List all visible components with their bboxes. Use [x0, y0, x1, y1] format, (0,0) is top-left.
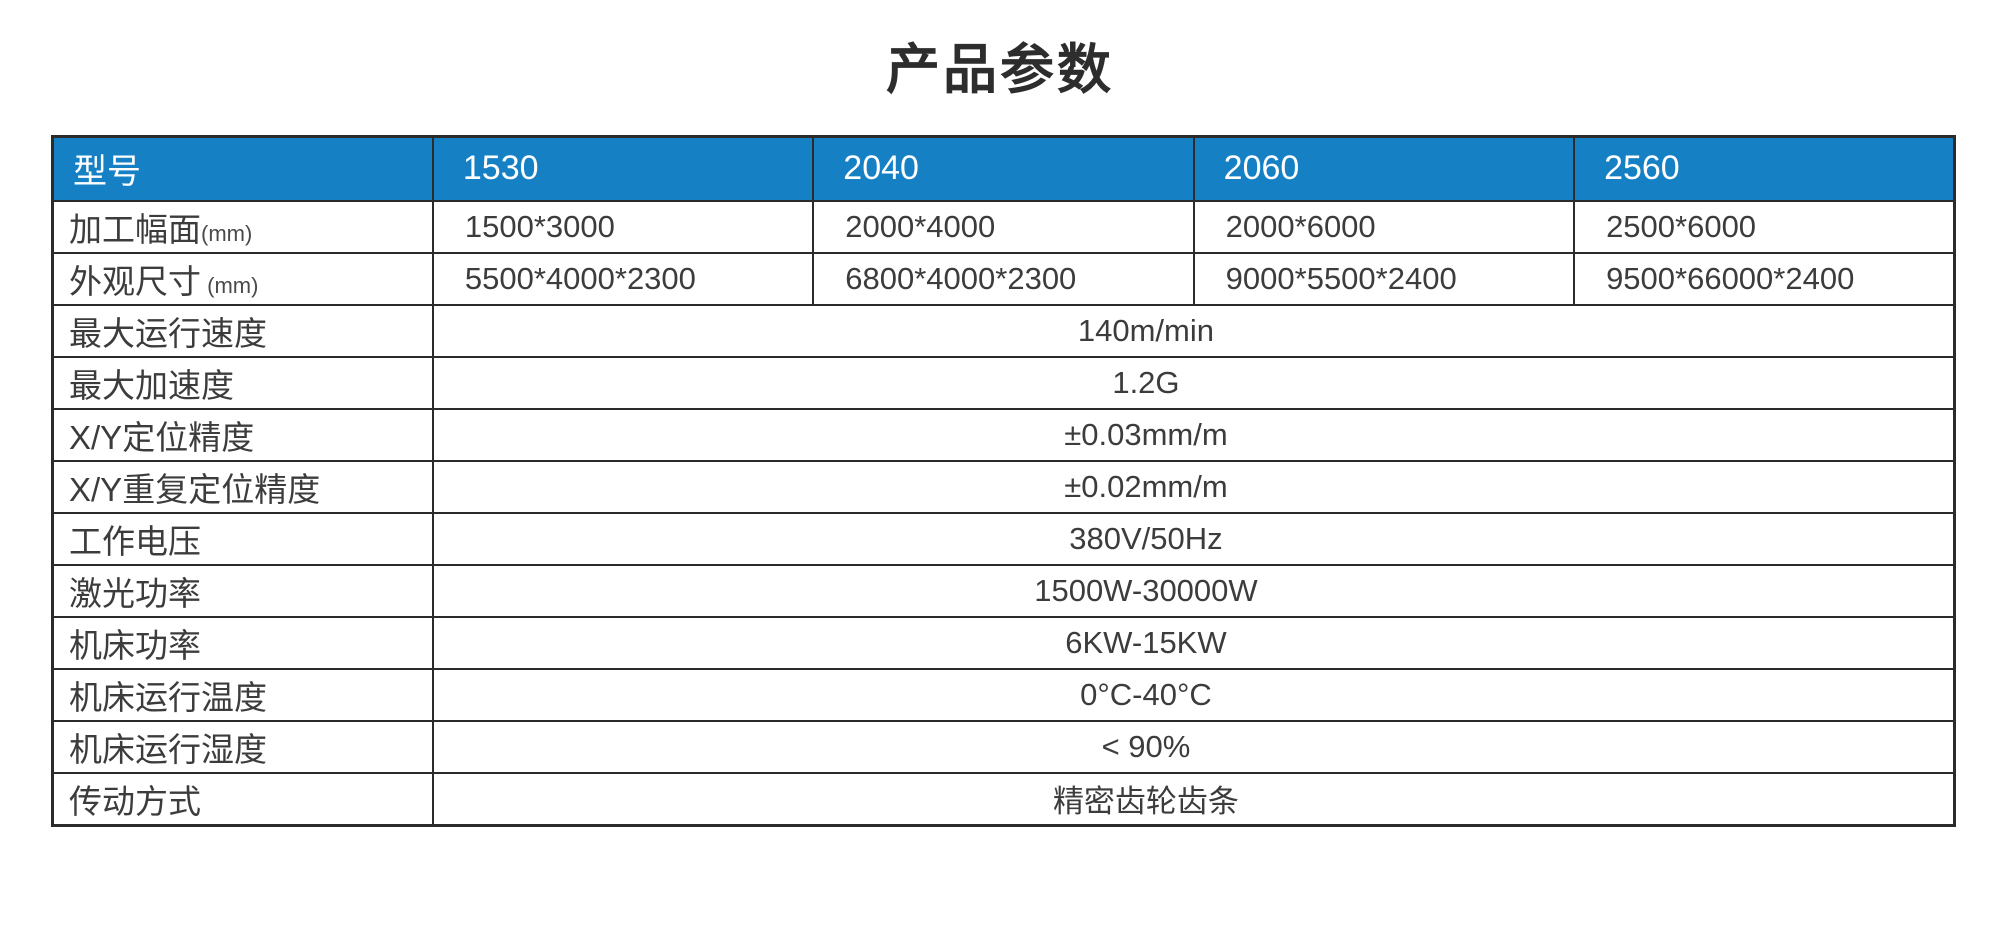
cell-dimensions-1530: 5500*4000*2300	[431, 251, 815, 306]
table-row-max-acceleration: 最大加速度 1.2G	[51, 355, 1956, 410]
product-spec-table: 型号 1530 2040 2060 2560 加工幅面(mm) 1500*300…	[51, 135, 1956, 827]
cell-max-speed-value: 140m/min	[431, 303, 1956, 358]
cell-working-area-2040: 2000*4000	[812, 199, 1195, 254]
cell-dimensions-2060: 9000*5500*2400	[1192, 251, 1576, 306]
cell-max-acceleration-value: 1.2G	[431, 355, 1956, 410]
header-cell-model-2560: 2560	[1573, 135, 1956, 202]
table-row-operating-humidity: 机床运行湿度 < 90%	[51, 719, 1956, 774]
table-row-voltage: 工作电压 380V/50Hz	[51, 511, 1956, 566]
cell-laser-power-value: 1500W-30000W	[431, 563, 1956, 618]
row-label-positioning-accuracy: X/Y定位精度	[51, 407, 434, 462]
header-cell-model-2060: 2060	[1192, 135, 1576, 202]
row-label-unit: (mm)	[201, 272, 259, 298]
row-label-max-speed: 最大运行速度	[51, 303, 434, 358]
row-label-machine-power: 机床功率	[51, 615, 434, 670]
cell-dimensions-2560: 9500*66000*2400	[1573, 251, 1956, 306]
cell-transmission-value: 精密齿轮齿条	[431, 771, 1956, 826]
header-cell-model-1530: 1530	[431, 135, 815, 202]
cell-positioning-accuracy-value: ±0.03mm/m	[431, 407, 1956, 462]
spec-table-container: 型号 1530 2040 2060 2560 加工幅面(mm) 1500*300…	[51, 135, 1956, 827]
cell-working-area-2060: 2000*6000	[1192, 199, 1576, 254]
table-row-operating-temperature: 机床运行温度 0°C-40°C	[51, 667, 1956, 722]
row-label-operating-temperature: 机床运行温度	[51, 667, 434, 722]
row-label-text: 外观尺寸	[69, 262, 201, 300]
row-label-voltage: 工作电压	[51, 511, 434, 566]
table-header-row: 型号 1530 2040 2060 2560	[51, 135, 1956, 202]
table-row-dimensions: 外观尺寸 (mm) 5500*4000*2300 6800*4000*2300 …	[51, 251, 1956, 306]
cell-voltage-value: 380V/50Hz	[431, 511, 1956, 566]
row-label-repeat-accuracy: X/Y重复定位精度	[51, 459, 434, 514]
row-label-transmission: 传动方式	[51, 771, 434, 826]
row-label-operating-humidity: 机床运行湿度	[51, 719, 434, 774]
table-row-transmission: 传动方式 精密齿轮齿条	[51, 771, 1956, 826]
row-label-max-acceleration: 最大加速度	[51, 355, 434, 410]
cell-working-area-2560: 2500*6000	[1573, 199, 1956, 254]
table-row-laser-power: 激光功率 1500W-30000W	[51, 563, 1956, 618]
row-label-text: 加工幅面	[69, 210, 201, 248]
header-cell-model-2040: 2040	[812, 135, 1195, 202]
cell-working-area-1530: 1500*3000	[431, 199, 815, 254]
table-row-working-area: 加工幅面(mm) 1500*3000 2000*4000 2000*6000 2…	[51, 199, 1956, 254]
row-label-working-area: 加工幅面(mm)	[51, 199, 434, 254]
table-row-repeat-accuracy: X/Y重复定位精度 ±0.02mm/m	[51, 459, 1956, 514]
table-row-machine-power: 机床功率 6KW-15KW	[51, 615, 1956, 670]
cell-dimensions-2040: 6800*4000*2300	[812, 251, 1195, 306]
cell-repeat-accuracy-value: ±0.02mm/m	[431, 459, 1956, 514]
row-label-laser-power: 激光功率	[51, 563, 434, 618]
page-title: 产品参数	[886, 40, 1114, 100]
cell-operating-temperature-value: 0°C-40°C	[431, 667, 1956, 722]
row-label-unit: (mm)	[201, 220, 253, 246]
cell-machine-power-value: 6KW-15KW	[431, 615, 1956, 670]
table-row-positioning-accuracy: X/Y定位精度 ±0.03mm/m	[51, 407, 1956, 462]
header-cell-model: 型号	[51, 135, 434, 202]
cell-operating-humidity-value: < 90%	[431, 719, 1956, 774]
table-row-max-speed: 最大运行速度 140m/min	[51, 303, 1956, 358]
row-label-dimensions: 外观尺寸 (mm)	[51, 251, 434, 306]
